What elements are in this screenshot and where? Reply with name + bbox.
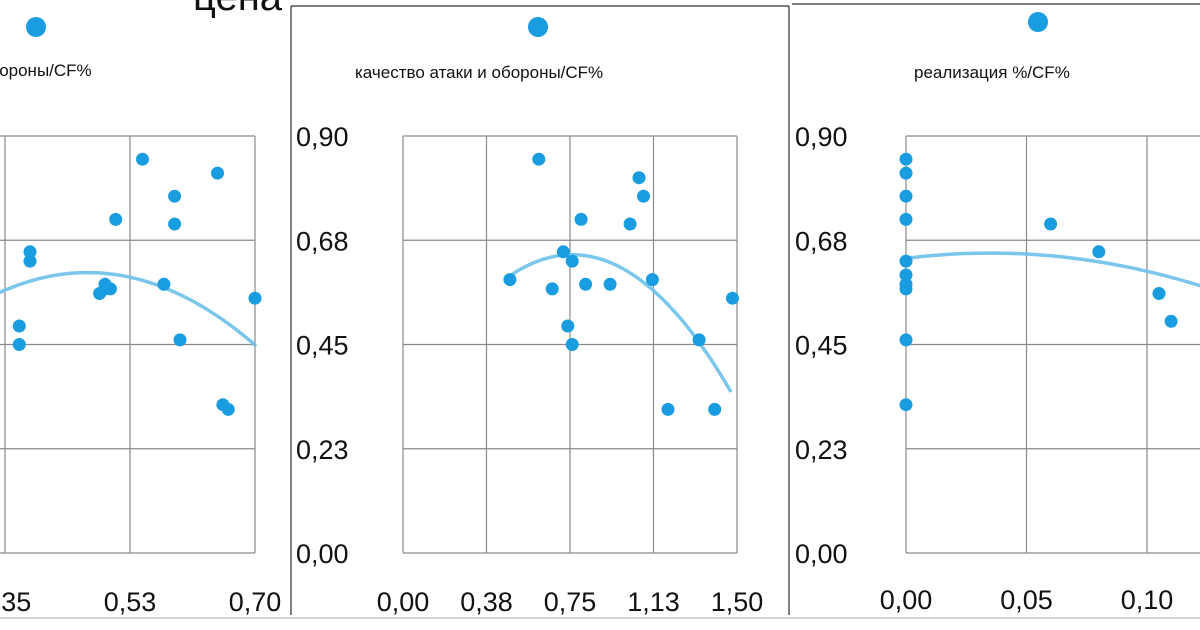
y-tick-label: 0,90 (296, 122, 349, 152)
data-point (565, 338, 579, 351)
data-point (899, 189, 913, 203)
x-tick-label: 0,38 (460, 587, 513, 617)
data-point (623, 217, 637, 231)
data-point (574, 212, 588, 226)
y-tick-label: 0,45 (795, 331, 848, 361)
chart-panel-left: 80,350,530,70обороны/CF% (0, 17, 281, 617)
x-tick-label: 0,75 (544, 587, 597, 617)
data-point (168, 217, 182, 231)
data-point (503, 273, 517, 287)
data-point (899, 333, 913, 347)
data-point (565, 254, 579, 268)
x-tick-label: 1,50 (711, 587, 764, 617)
y-tick-label: 0,23 (296, 435, 349, 465)
chart-title: обороны/CF% (0, 61, 92, 80)
data-point (899, 398, 913, 412)
data-point (726, 291, 739, 305)
data-point (23, 254, 37, 268)
data-point (173, 333, 187, 347)
data-point (248, 291, 262, 305)
data-point (136, 152, 149, 166)
data-point (632, 171, 646, 185)
data-point (661, 402, 675, 416)
data-point (645, 273, 659, 287)
data-point (899, 282, 913, 296)
chart-panel-right: 0,000,230,450,680,900,000,050,100,15реал… (795, 12, 1200, 615)
y-tick-label: 0,68 (795, 226, 848, 256)
legend-marker (26, 17, 46, 37)
y-tick-label: 0,45 (296, 331, 349, 361)
x-tick-label: 0,00 (377, 587, 430, 617)
x-tick-label: 0,00 (880, 585, 933, 615)
data-point (157, 277, 171, 291)
chart-panel-middle: 0,00 0,23 0,45 0,68 0,90 0,00 0,38 0,75 1,13 1,50… (296, 17, 763, 617)
trend-line (904, 251, 1200, 288)
data-point (532, 152, 546, 166)
trend-line (508, 252, 733, 393)
data-point (1044, 217, 1058, 231)
data-point (1092, 245, 1106, 259)
data-point (637, 189, 650, 203)
data-point (899, 254, 913, 268)
data-point (1164, 314, 1178, 328)
chart-title: реализация %/CF% (914, 63, 1070, 82)
data-point (221, 402, 235, 416)
data-point (103, 282, 117, 296)
data-point (556, 245, 570, 259)
y-tick-label: 0,68 (296, 226, 349, 256)
data-point (603, 277, 617, 291)
data-point (23, 245, 37, 259)
data-point (899, 152, 913, 166)
data-point (168, 189, 182, 203)
data-point (12, 338, 26, 351)
data-point (211, 166, 224, 180)
y-tick-label: 0,23 (795, 435, 848, 465)
chart-title: качество атаки и обороны/CF% (355, 63, 603, 82)
x-tick-label: 0,10 (1121, 585, 1174, 615)
y-tick-label: 0,90 (795, 122, 848, 152)
data-point (12, 319, 26, 333)
data-point (899, 166, 913, 180)
data-point (1152, 287, 1166, 300)
x-tick-label: 0,05 (1000, 585, 1053, 615)
data-point (899, 212, 913, 226)
data-point (692, 333, 706, 347)
data-point (579, 277, 593, 291)
data-point (708, 402, 722, 416)
page-heading: цена (193, 0, 283, 19)
y-tick-label: 0,00 (296, 539, 349, 569)
x-tick-label: 0,53 (104, 587, 157, 617)
data-point (109, 212, 123, 226)
data-point (545, 282, 559, 296)
legend-marker (1028, 12, 1048, 32)
x-tick-label: 0,35 (0, 587, 31, 617)
data-point (561, 319, 575, 333)
legend-marker (528, 17, 548, 37)
x-tick-label: 1,13 (627, 587, 680, 617)
y-tick-label: 0,00 (795, 539, 848, 569)
x-tick-label: 0,70 (229, 587, 282, 617)
trend-line (0, 270, 257, 347)
data-point (899, 268, 913, 282)
